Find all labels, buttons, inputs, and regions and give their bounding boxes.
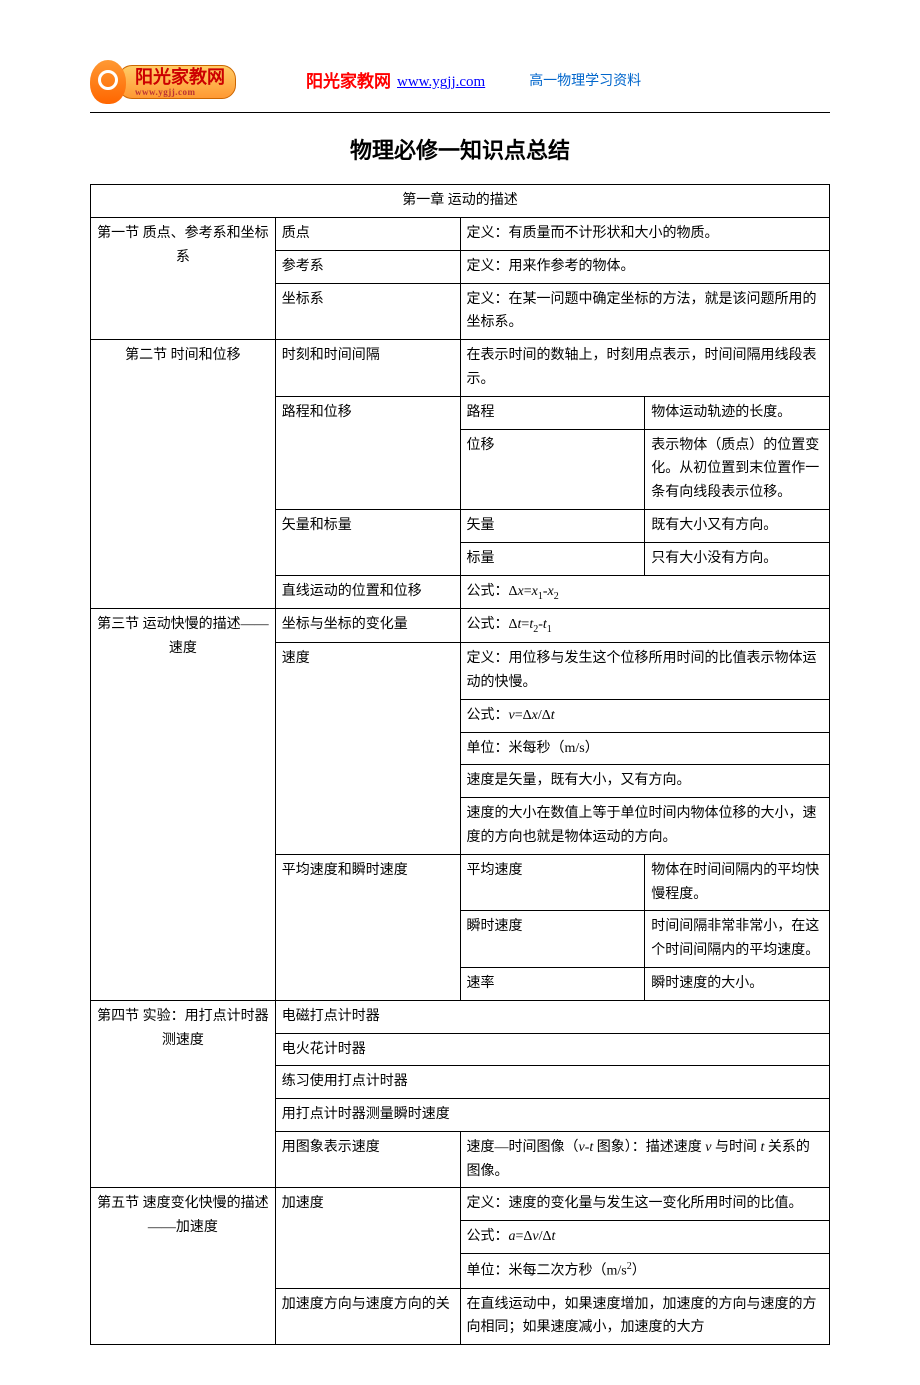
s5-r1-def2: 公式：a=Δv/Δt [460, 1221, 830, 1254]
logo-url-small: www.ygjj.com [135, 88, 225, 98]
s5-r2-def: 在直线运动中，如果速度增加，加速度的方向与速度的方向相同；如果速度减小，加速度的… [460, 1288, 830, 1345]
chapter-header: 第一章 运动的描述 [91, 185, 830, 218]
logo-text: 阳光家教网 www.ygjj.com [118, 65, 236, 99]
s2-r2-sub2-def: 表示物体（质点）的位置变化。从初位置到末位置作一条有向线段表示位移。 [645, 429, 830, 509]
s1-r3-def: 定义：在某一问题中确定坐标的方法，就是该问题所用的坐标系。 [460, 283, 830, 340]
s3-r3-sub1-label: 平均速度 [460, 854, 645, 911]
s4-r5-def: 速度—时间图像（v-t 图象）：描述速度 v 与时间 t 关系的图像。 [460, 1131, 830, 1188]
s2-r4-def: 公式：Δx=x1-x2 [460, 575, 830, 609]
s4-r5-concept: 用图象表示速度 [275, 1131, 460, 1188]
section-2-name: 第二节 时间和位移 [91, 340, 276, 609]
section-3-name: 第三节 运动快慢的描述——速度 [91, 609, 276, 1000]
s2-r3-sub2-def: 只有大小没有方向。 [645, 542, 830, 575]
flame-icon [90, 60, 126, 104]
s2-r1-concept: 时刻和时间间隔 [275, 340, 460, 397]
document-title: 物理必修一知识点总结 [90, 133, 830, 168]
header-divider [90, 112, 830, 113]
s3-r3-sub3-label: 速率 [460, 967, 645, 1000]
s4-r2-concept: 电火花计时器 [275, 1033, 829, 1066]
site-label: 阳光家教网 [306, 68, 391, 95]
s3-r2-def5: 速度的大小在数值上等于单位时间内物体位移的大小，速度的方向也就是物体运动的方向。 [460, 798, 830, 855]
s4-r4-concept: 用打点计时器测量瞬时速度 [275, 1099, 829, 1132]
s3-r1-concept: 坐标与坐标的变化量 [275, 609, 460, 643]
s2-r3-sub1-label: 矢量 [460, 509, 645, 542]
s2-r1-def: 在表示时间的数轴上，时刻用点表示，时间间隔用线段表示。 [460, 340, 830, 397]
s2-r4-concept: 直线运动的位置和位移 [275, 575, 460, 609]
s3-r3-sub1-def: 物体在时间间隔内的平均快慢程度。 [645, 854, 830, 911]
s2-r2-sub2-label: 位移 [460, 429, 645, 509]
s3-r1-def: 公式：Δt=t2-t1 [460, 609, 830, 643]
s1-r1-def: 定义：有质量而不计形状和大小的物质。 [460, 217, 830, 250]
s4-r1-concept: 电磁打点计时器 [275, 1000, 829, 1033]
s4-r3-concept: 练习使用打点计时器 [275, 1066, 829, 1099]
s2-r3-sub2-label: 标量 [460, 542, 645, 575]
s5-r1-def3: 单位：米每二次方秒（m/s2） [460, 1254, 830, 1288]
section-5-name: 第五节 速度变化快慢的描述——加速度 [91, 1188, 276, 1345]
s1-r2-def: 定义：用来作参考的物体。 [460, 250, 830, 283]
material-label: 高一物理学习资料 [529, 71, 641, 93]
s5-r2-concept: 加速度方向与速度方向的关 [275, 1288, 460, 1345]
site-url-link[interactable]: www.ygjj.com [397, 70, 485, 94]
s3-r2-concept: 速度 [275, 643, 460, 855]
logo: 阳光家教网 www.ygjj.com [90, 60, 236, 104]
s2-r2-sub1-def: 物体运动轨迹的长度。 [645, 396, 830, 429]
s3-r3-sub2-label: 瞬时速度 [460, 911, 645, 968]
section-4-name: 第四节 实验：用打点计时器测速度 [91, 1000, 276, 1188]
s3-r2-def1: 定义：用位移与发生这个位移所用时间的比值表示物体运动的快慢。 [460, 643, 830, 700]
page-header: 阳光家教网 www.ygjj.com 阳光家教网 www.ygjj.com 高一… [90, 60, 830, 104]
s3-r3-sub2-def: 时间间隔非常非常小，在这个时间间隔内的平均速度。 [645, 911, 830, 968]
s1-r2-concept: 参考系 [275, 250, 460, 283]
s5-r1-def1: 定义：速度的变化量与发生这一变化所用时间的比值。 [460, 1188, 830, 1221]
s3-r3-sub3-def: 瞬时速度的大小。 [645, 967, 830, 1000]
s5-r1-concept: 加速度 [275, 1188, 460, 1288]
s3-r3-concept: 平均速度和瞬时速度 [275, 854, 460, 1000]
s1-r3-concept: 坐标系 [275, 283, 460, 340]
content-table: 第一章 运动的描述 第一节 质点、参考系和坐标系 质点 定义：有质量而不计形状和… [90, 184, 830, 1345]
s2-r2-sub1-label: 路程 [460, 396, 645, 429]
logo-brand: 阳光家教网 [135, 68, 225, 88]
s2-r2-concept: 路程和位移 [275, 396, 460, 509]
section-1-name: 第一节 质点、参考系和坐标系 [91, 217, 276, 339]
s3-r2-def4: 速度是矢量，既有大小，又有方向。 [460, 765, 830, 798]
s1-r1-concept: 质点 [275, 217, 460, 250]
s2-r3-sub1-def: 既有大小又有方向。 [645, 509, 830, 542]
s3-r2-def2: 公式：v=Δx/Δt [460, 699, 830, 732]
s2-r3-concept: 矢量和标量 [275, 509, 460, 575]
s3-r2-def3: 单位：米每秒（m/s） [460, 732, 830, 765]
